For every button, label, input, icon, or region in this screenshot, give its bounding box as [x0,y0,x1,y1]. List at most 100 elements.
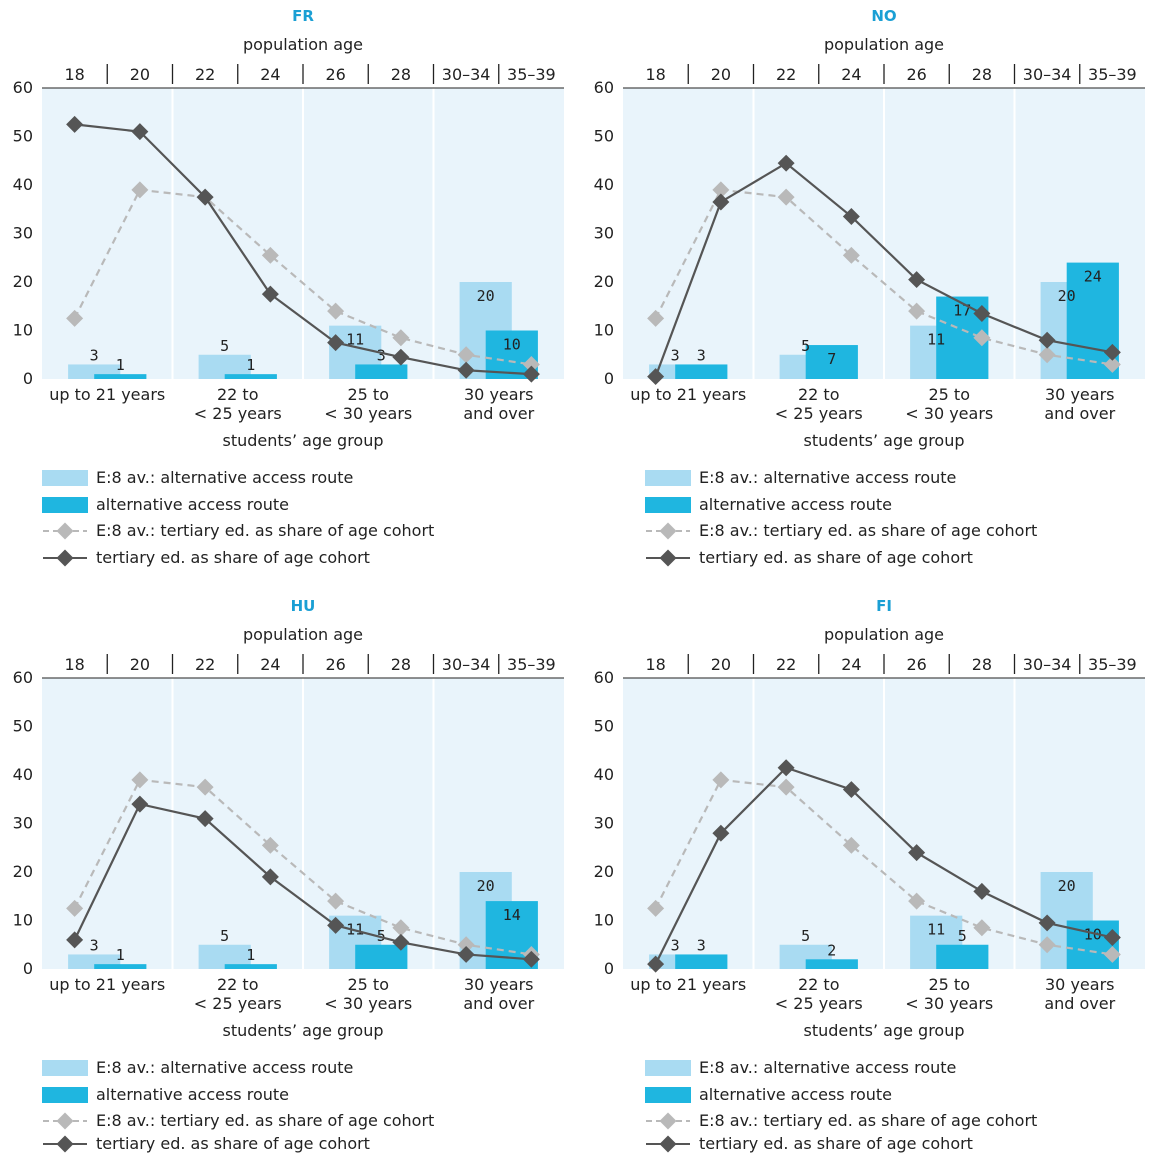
bar-value-label: 14 [503,906,521,924]
legend-item-avg-line: E:8 av.: tertiary ed. as share of age co… [42,521,562,541]
chart-title: FI [876,597,892,615]
bar-value-label: 3 [697,936,706,954]
bar-value-label: 5 [220,337,229,355]
bottom-axis-title: students’ age group [222,431,383,450]
marker-avg-tertiary-share [777,188,795,206]
marker-tertiary-share [66,931,84,949]
legend-item-country-bar: alternative access route [645,1085,1162,1105]
marker-tertiary-share [647,368,665,386]
legend-label-avg-bar: E:8 av.: alternative access route [699,468,957,487]
legend-item-country-bar: alternative access route [42,495,562,515]
bar-alternative-access [224,374,277,379]
top-tick-label: 18 [645,655,665,674]
legend-swatch-avg-bar [42,470,88,486]
marker-avg-tertiary-share [712,181,730,199]
legend-label-country-bar: alternative access route [699,1085,892,1104]
bar-alternative-access [94,964,147,969]
marker-avg-tertiary-share [261,246,279,264]
legend-swatch-avg-bar [645,1060,691,1076]
top-tick-label: 22 [776,655,796,674]
marker-tertiary-share [777,154,795,172]
marker-avg-tertiary-share [1038,936,1056,954]
marker-avg-tertiary-share [327,892,345,910]
bottom-axis-title: students’ age group [222,1021,383,1040]
marker-tertiary-share [908,271,926,289]
group-label: < 30 years [905,994,993,1013]
group-label: 25 to [928,385,970,404]
marker-tertiary-share [842,781,860,799]
bar-value-label: 2 [827,941,836,959]
marker-avg-tertiary-share [842,246,860,264]
top-tick-label: 20 [711,65,731,84]
bar-value-label: 20 [477,877,495,895]
marker-tertiary-share [842,208,860,226]
marker-tertiary-share [131,795,149,813]
marker-avg-tertiary-share [522,355,540,373]
legend-item-avg-bar: E:8 av.: alternative access route [42,468,562,488]
chart-svg-hu: HU population age 18 20 22 24 26 28 30–34 35–39 0 1… [13,597,564,1040]
marker-tertiary-share [196,188,214,206]
line-avg-tertiary-share [73,778,532,956]
group-label: 22 to [217,385,259,404]
legend-swatch-country-bar [42,497,88,513]
group-label: 30 years [1045,975,1114,994]
bar-alternative-access [675,364,728,379]
marker-avg-tertiary-share [392,919,410,937]
top-tick-label: 30–34 [1023,655,1072,674]
top-tick-label: 28 [391,65,411,84]
chart-panel-fi: FI population age 18 20 22 24 26 28 30–34 35–39 0 1… [581,590,1162,1060]
group-label: and over [463,994,534,1013]
group-label: < 25 years [775,404,863,423]
legend-item-avg-bar: E:8 av.: alternative access route [645,1058,1162,1078]
bar-value-label: 1 [246,946,255,964]
top-tick-label: 28 [972,65,992,84]
marker-avg-tertiary-share [457,346,475,364]
top-tick-label: 20 [130,655,150,674]
legend-label-avg-bar: E:8 av.: alternative access route [96,468,354,487]
legend-label-avg-line: E:8 av.: tertiary ed. as share of age co… [96,521,435,540]
legend-item-country-bar: alternative access route [645,495,1162,515]
group-label: 25 to [347,385,389,404]
group-label: 30 years [464,975,533,994]
marker-avg-tertiary-share [66,309,84,327]
bar-alternative-access [675,954,728,969]
y-tick-label: 20 [594,272,614,291]
top-tick-label: 18 [64,65,84,84]
top-tick-label: 26 [325,65,345,84]
marker-tertiary-share [522,365,540,383]
legend-fr: E:8 av.: alternative access route altern… [42,468,572,578]
chart-svg-fr: FR population age 18 20 22 24 26 28 30–34 35–39 0 1… [13,7,564,450]
marker-tertiary-share [327,916,345,934]
marker-avg-tertiary-share [712,771,730,789]
top-axis-title: population age [243,35,363,54]
group-label: 25 to [347,975,389,994]
y-tick-label: 10 [594,911,614,930]
bar-value-label: 1 [246,356,255,374]
top-tick-label: 20 [711,655,731,674]
top-tick-label: 24 [260,65,280,84]
legend-label-avg-bar: E:8 av.: alternative access route [699,1058,957,1077]
bar-value-label: 3 [90,346,99,364]
marker-tertiary-share [457,945,475,963]
marker-tertiary-share [392,933,410,951]
marker-tertiary-share [196,810,214,828]
y-tick-label: 30 [594,814,614,833]
group-label: and over [1044,404,1115,423]
marker-tertiary-share [908,844,926,862]
top-tick-label: 18 [64,655,84,674]
bar-alternative-access [805,959,858,969]
legend-swatch-avg-line [43,1112,87,1130]
group-label: up to 21 years [49,975,165,994]
top-tick-label: 22 [195,65,215,84]
marker-avg-tertiary-share [908,302,926,320]
y-tick-label: 60 [13,668,33,687]
bar-value-label: 11 [346,331,364,349]
bar-value-label: 7 [827,350,836,368]
top-tick-label: 30–34 [442,65,491,84]
bar-value-label: 3 [671,936,680,954]
bar-alternative-access [355,944,408,969]
bar-value-label: 3 [90,936,99,954]
legend-swatch-country-line [646,549,690,567]
group-label: 25 to [928,975,970,994]
chart-panel-hu: HU population age 18 20 22 24 26 28 30–34 35–39 0 1… [0,590,581,1060]
